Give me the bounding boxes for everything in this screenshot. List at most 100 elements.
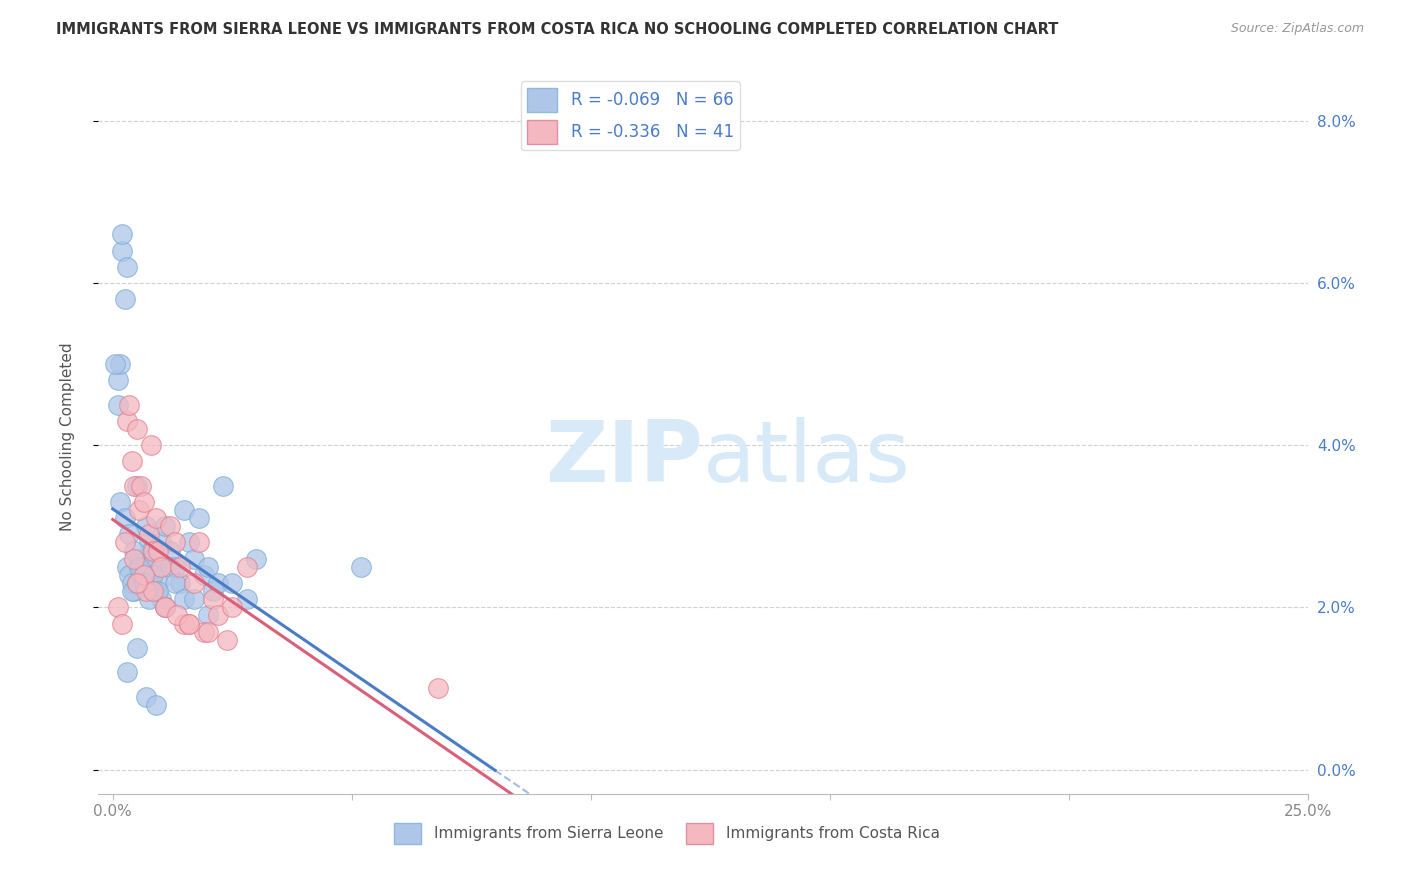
Point	[169, 559, 191, 574]
Point	[146, 543, 169, 558]
Point	[121, 584, 143, 599]
Point	[131, 568, 153, 582]
Point	[145, 511, 167, 525]
Point	[169, 576, 191, 591]
Point	[125, 640, 148, 655]
Point	[193, 568, 215, 582]
Point	[115, 665, 138, 680]
Point	[122, 479, 145, 493]
Point	[221, 600, 243, 615]
Point	[128, 551, 150, 566]
Point	[193, 624, 215, 639]
Point	[149, 559, 172, 574]
Point	[173, 616, 195, 631]
Point	[115, 414, 138, 428]
Point	[166, 608, 188, 623]
Point	[121, 454, 143, 468]
Point	[118, 527, 141, 541]
Point	[173, 592, 195, 607]
Point	[235, 592, 257, 607]
Point	[114, 535, 136, 549]
Point	[146, 584, 169, 599]
Point	[118, 398, 141, 412]
Point	[132, 576, 155, 591]
Point	[163, 559, 186, 574]
Point	[142, 543, 165, 558]
Point	[125, 422, 148, 436]
Point	[128, 503, 150, 517]
Point	[121, 576, 143, 591]
Point	[202, 584, 225, 599]
Point	[173, 503, 195, 517]
Point	[128, 559, 150, 574]
Point	[135, 690, 157, 704]
Point	[163, 576, 186, 591]
Point	[125, 479, 148, 493]
Point	[163, 535, 186, 549]
Point	[122, 584, 145, 599]
Point	[159, 519, 181, 533]
Y-axis label: No Schooling Completed: No Schooling Completed	[60, 343, 75, 532]
Point	[108, 495, 131, 509]
Point	[115, 559, 138, 574]
Point	[159, 543, 181, 558]
Point	[197, 608, 219, 623]
Point	[155, 519, 177, 533]
Point	[159, 559, 181, 574]
Point	[132, 495, 155, 509]
Legend: Immigrants from Sierra Leone, Immigrants from Costa Rica: Immigrants from Sierra Leone, Immigrants…	[388, 816, 946, 850]
Point	[125, 576, 148, 591]
Point	[118, 568, 141, 582]
Point	[145, 559, 167, 574]
Point	[350, 559, 373, 574]
Point	[131, 479, 153, 493]
Point	[183, 576, 205, 591]
Point	[142, 551, 165, 566]
Point	[122, 551, 145, 566]
Point	[114, 292, 136, 306]
Point	[179, 616, 201, 631]
Point	[139, 543, 162, 558]
Point	[183, 592, 205, 607]
Point	[135, 584, 157, 599]
Point	[114, 511, 136, 525]
Point	[179, 535, 201, 549]
Point	[149, 535, 172, 549]
Point	[139, 576, 162, 591]
Text: IMMIGRANTS FROM SIERRA LEONE VS IMMIGRANTS FROM COSTA RICA NO SCHOOLING COMPLETE: IMMIGRANTS FROM SIERRA LEONE VS IMMIGRAN…	[56, 22, 1059, 37]
Point	[202, 592, 225, 607]
Point	[138, 592, 160, 607]
Point	[245, 551, 267, 566]
Point	[104, 357, 127, 371]
Point	[187, 511, 209, 525]
Point	[122, 543, 145, 558]
Point	[125, 576, 148, 591]
Point	[217, 632, 239, 647]
Point	[135, 559, 157, 574]
Point	[107, 373, 129, 387]
Point	[111, 244, 134, 258]
Point	[211, 479, 233, 493]
Point	[135, 519, 157, 533]
Point	[142, 584, 165, 599]
Point	[149, 592, 172, 607]
Point	[221, 576, 243, 591]
Point	[207, 608, 229, 623]
Point	[183, 551, 205, 566]
Point	[155, 600, 177, 615]
Point	[426, 681, 449, 696]
Point	[187, 535, 209, 549]
Point	[139, 438, 162, 452]
Point	[111, 227, 134, 242]
Point	[197, 559, 219, 574]
Point	[138, 527, 160, 541]
Point	[132, 568, 155, 582]
Point	[138, 535, 160, 549]
Point	[115, 260, 138, 274]
Point	[197, 624, 219, 639]
Text: atlas: atlas	[703, 417, 911, 500]
Point	[146, 576, 169, 591]
Point	[155, 600, 177, 615]
Text: ZIP: ZIP	[546, 417, 703, 500]
Point	[179, 616, 201, 631]
